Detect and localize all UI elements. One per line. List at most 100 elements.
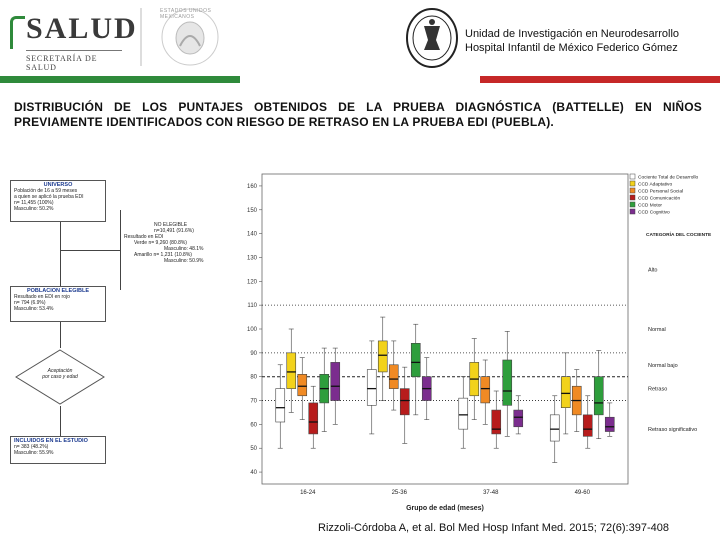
tricolor-stripe <box>0 76 720 83</box>
box <box>513 409 524 428</box>
mexico-seal: ESTADOS UNIDOS MEXICANOS <box>150 6 230 68</box>
flow-universe-heading: UNIVERSO <box>43 182 73 188</box>
category-label: Normal <box>648 327 666 333</box>
flow-included-heading: INCLUIDOS EN EL ESTUDIO <box>14 438 88 444</box>
category-label: Alto <box>648 267 657 273</box>
logo-title: SALUD <box>26 12 138 45</box>
category-label: Retraso significativo <box>648 427 697 433</box>
box <box>593 376 604 416</box>
seal-text: ESTADOS UNIDOS MEXICANOS <box>160 8 212 20</box>
y-tick-label: 40 <box>250 470 257 476</box>
flow-eligible-line: Masculino: 53.4% <box>14 306 54 312</box>
y-tick-label: 50 <box>250 446 257 452</box>
legend-title: CATEGORÍA DEL COCIENTE <box>646 230 712 238</box>
stripe-red <box>480 76 720 83</box>
flow-included-line: n= 383 (48.2%) <box>14 444 49 450</box>
slide-title: DISTRIBUCIÓN DE LOS PUNTAJES OBTENIDOS D… <box>14 100 702 129</box>
flow-included-box: INCLUIDOS EN EL ESTUDIO n= 383 (48.2%) M… <box>10 436 106 464</box>
legend-swatch <box>629 180 636 187</box>
category-label: Normal bajo <box>648 363 678 369</box>
box <box>549 414 560 442</box>
y-tick-label: 160 <box>247 184 258 190</box>
flow-connector <box>60 222 61 286</box>
flow-universe-line: n= 11,455 (100%) <box>14 200 54 206</box>
x-tick-label: 16-24 <box>300 490 316 496</box>
y-tick-label: 140 <box>247 232 258 238</box>
flow-excluded-block: NO ELEGIBLE n=10,491 (91.6%) Resultado e… <box>124 222 236 264</box>
box <box>308 402 319 435</box>
logo-mark <box>10 16 25 49</box>
flow-excluded-line: Resultado en EDI <box>124 234 164 240</box>
y-tick-label: 100 <box>247 327 258 333</box>
box <box>491 409 502 435</box>
flow-eligible-heading: POBLACION ELEGIBLE <box>26 288 90 294</box>
legend-label: CCD Motor <box>638 203 662 209</box>
x-axis-label: Grupo de edad (meses) <box>406 505 484 512</box>
stripe-white <box>240 76 480 83</box>
flow-universe-box: UNIVERSO Población de 16 a 59 meses a qu… <box>10 180 106 222</box>
legend-swatch <box>629 208 636 215</box>
salud-logo: SALUD SECRETARÍA DE SALUD <box>6 10 136 72</box>
y-tick-label: 60 <box>250 422 257 428</box>
flow-excluded-line: n=10,491 (91.6%) <box>154 228 194 234</box>
citation: Rizzoli-Córdoba A, et al. Bol Med Hosp I… <box>318 522 669 534</box>
legend-label: CCD Cognitivo <box>638 210 670 216</box>
institution-line-2: Hospital Infantil de México Federico Góm… <box>465 42 678 54</box>
logo-subtitle: SECRETARÍA DE SALUD <box>26 54 98 72</box>
y-tick-label: 80 <box>250 375 257 381</box>
flow-connector <box>60 322 61 348</box>
y-tick-label: 90 <box>250 351 257 357</box>
institution-line-1: Unidad de Investigación en Neurodesarrol… <box>465 28 680 40</box>
x-tick-label: 49-60 <box>575 490 591 496</box>
flow-eligible-line: Resultado en EDI en rojo <box>14 294 70 300</box>
legend-swatch <box>629 194 636 201</box>
flow-eligible-box: POBLACION ELEGIBLE Resultado en EDI en r… <box>10 286 106 322</box>
box <box>604 416 615 432</box>
boxplot-chart: 40 50 60 70 80 90 100 110 120 130 140 150 160 16-24 25… <box>247 173 712 512</box>
box <box>286 352 297 389</box>
logo-rule <box>26 50 122 51</box>
box <box>502 359 513 406</box>
flow-decision-diamond: Aceptación por caso y edad <box>14 348 106 406</box>
legend-swatch <box>629 187 636 194</box>
box <box>399 388 410 416</box>
y-tick-label: 120 <box>247 279 258 285</box>
hospital-seal-icon <box>404 6 460 70</box>
flow-excluded-line: Amarillo n= 1,231 (10.8%) <box>134 252 192 258</box>
legend-label: CCD Adaptativo <box>638 182 672 188</box>
box <box>377 340 388 373</box>
flow-excluded-line: NO ELEGIBLE <box>154 222 188 228</box>
flow-excluded-line: Masculino: 48.1% <box>164 246 204 252</box>
box <box>366 369 377 406</box>
box <box>297 374 308 397</box>
box <box>560 376 571 408</box>
x-tick-label: 25-36 <box>392 490 408 496</box>
flow-decision-line: por caso y edad <box>42 374 78 380</box>
flow-decision-line: Aceptación <box>47 368 73 374</box>
box <box>582 414 593 437</box>
flow-excluded-line: Verde n= 9,260 (80.8%) <box>134 240 187 246</box>
flow-eligible-line: n= 794 (6.9%) <box>14 300 46 306</box>
flow-universe-line: Población de 16 a 59 meses <box>14 188 78 194</box>
flow-connector <box>120 210 121 290</box>
legend-swatch <box>629 201 636 208</box>
legend-swatch <box>629 173 636 180</box>
box <box>410 343 421 377</box>
y-tick-label: 110 <box>247 303 257 309</box>
y-tick-label: 130 <box>247 255 258 261</box>
box <box>480 376 491 404</box>
flow-included-line: Masculino: 55.9% <box>14 450 54 456</box>
flow-universe-line: a quien se aplicó la prueba EDI <box>14 194 84 200</box>
box <box>275 388 286 423</box>
category-label: Retraso <box>648 387 667 393</box>
box <box>458 397 469 430</box>
stripe-green <box>0 76 240 83</box>
x-tick-label: 37-48 <box>483 490 499 496</box>
legend-label: Cociente Total de Desarrollo <box>638 175 699 181</box>
box <box>388 364 399 389</box>
plot-frame <box>261 173 629 485</box>
y-tick-label: 70 <box>250 399 257 405</box>
flow-excluded-line: Masculino: 50.9% <box>164 258 204 264</box>
flow-connector <box>60 250 120 251</box>
legend-label: CCD Comunicación <box>638 196 680 202</box>
